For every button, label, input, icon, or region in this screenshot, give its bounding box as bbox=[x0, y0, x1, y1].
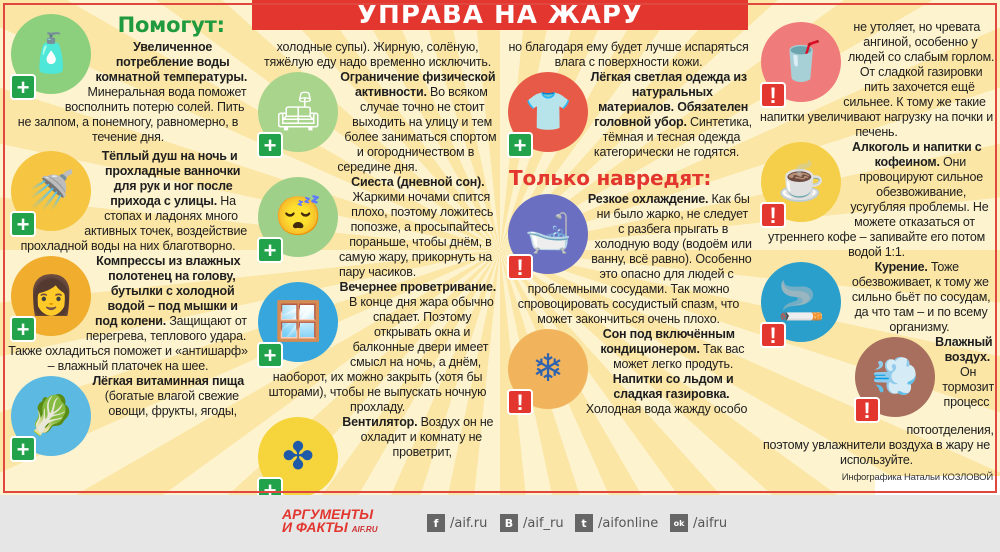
social-label: /aif.ru bbox=[450, 515, 488, 531]
item-title: Сон под включённым кондиционером. bbox=[600, 327, 735, 356]
social-link-odnoklassniki[interactable]: ok/aifru bbox=[670, 514, 727, 532]
item-body: На стопах и ладонях много активных точек… bbox=[20, 194, 248, 253]
item-body: Синтетика, тёмная и тесная одежда катего… bbox=[593, 115, 752, 159]
item-body: Во всяком случае точно не стоит выходить… bbox=[337, 85, 497, 174]
help-item-food-continued: холодные супы). Жирную, солёную, тяжёлую… bbox=[263, 40, 492, 69]
item-title: Лёгкая витаминная пища bbox=[92, 374, 245, 388]
harm-item-drinks-continued: не утоляет, но чревата ангиной, особенно… bbox=[760, 20, 995, 139]
page-title: УПРАВА НА ЖАРУ bbox=[252, 0, 748, 30]
column-2: холодные супы). Жирную, солёную, тяжёлую… bbox=[255, 40, 500, 495]
item-title: Лёгкая светлая одежда из натуральных мат… bbox=[590, 70, 749, 129]
author-credit: Инфографика Натальи КОЗЛОВОЙ bbox=[841, 472, 993, 483]
infographic: УПРАВА НА ЖАРУ 🧴 + Помогут: Увеличенное п… bbox=[0, 0, 1000, 495]
harm-item-humidity: Влажный воздух. Он тормозит процесс пото… bbox=[758, 335, 995, 468]
harm-item-drinks: Напитки со льдом и сладкая газировка. Хо… bbox=[505, 372, 752, 417]
footer: АРГУМЕНТЫ И ФАКТЫ AIF.RU f/aif.ru В/aif_… bbox=[0, 495, 1000, 552]
harm-item-smoking: Курение. Тоже обезвоживает, к тому же си… bbox=[758, 260, 995, 335]
item-title: Курение. bbox=[874, 260, 928, 274]
vk-icon: В bbox=[500, 514, 518, 532]
item-body: Жаркими ночами спится плохо, поэтому лож… bbox=[338, 190, 494, 279]
harm-item-ac: Сон под включённым кондиционером. Так ва… bbox=[505, 327, 752, 372]
item-body: Воздух он не охладит и комнату не провет… bbox=[360, 415, 494, 459]
fan-icon: ✤ + bbox=[255, 415, 345, 495]
twitter-icon: t bbox=[575, 514, 593, 532]
item-body: (богатые влагой свежие овощи, фрукты, яг… bbox=[104, 389, 239, 418]
item-title: Влажный воздух. bbox=[935, 335, 993, 364]
logo-site: AIF.RU bbox=[351, 525, 378, 534]
social-label: /aif_ru bbox=[523, 515, 564, 531]
help-item-food: Лёгкая витаминная пища (богатые влагой с… bbox=[8, 374, 248, 419]
help-item-siesta: Сиеста (дневной сон). Жаркими ночами спи… bbox=[255, 175, 500, 280]
water-bottle-icon: 🧴 + bbox=[8, 12, 98, 104]
help-item-clothing: Лёгкая светлая одежда из натуральных мат… bbox=[505, 70, 752, 160]
item-title: Алкоголь и напитки с кофеином. bbox=[852, 140, 982, 169]
humidifier-icon: 💨! bbox=[852, 335, 942, 427]
item-title: Сиеста (дневной сон). bbox=[351, 175, 485, 189]
sleep-mask-icon: 😴 + bbox=[255, 175, 345, 267]
item-body: Они провоцируют сильное обезвоживание, у… bbox=[768, 155, 989, 259]
light-clothing-icon: 👕 + bbox=[505, 70, 595, 162]
item-title: Напитки со льдом и сладкая газировка. bbox=[612, 372, 734, 401]
item-title: Резкое охлаждение. bbox=[587, 192, 709, 206]
item-body: Тоже обезвоживает, к тому же сильно бьёт… bbox=[851, 260, 991, 334]
logo-line-1: АРГУМЕНТЫ bbox=[282, 506, 374, 522]
harm-heading: Только навредят: bbox=[509, 166, 712, 190]
shower-icon: 🚿 + bbox=[8, 149, 98, 241]
item-title: Вечернее проветривание. bbox=[339, 280, 497, 294]
air-conditioner-icon: ❄! bbox=[505, 327, 595, 419]
help-heading: Помогут: bbox=[117, 13, 225, 37]
column-4: 🥤! не утоляет, но чревата ангиной, особе… bbox=[758, 20, 995, 484]
help-item-activity: Ограничение физической активности. Во вс… bbox=[255, 70, 500, 175]
item-body: Холодная вода жажду особо bbox=[585, 402, 748, 416]
social-link-twitter[interactable]: t/aifonline bbox=[575, 514, 658, 532]
logo-line-2: И ФАКТЫ bbox=[282, 519, 348, 535]
help-item-fan-continued: но благодаря ему будет лучше испаряться … bbox=[508, 40, 749, 69]
item-title: Компрессы из влажных полотенец на голову… bbox=[94, 254, 241, 328]
column-1: 🧴 + Помогут: Увеличенное потребление воды… bbox=[8, 12, 248, 468]
item-body: Как бы ни было жарко, не следует с разбе… bbox=[517, 192, 752, 326]
armchair-icon: 🛋 + bbox=[255, 70, 345, 162]
smoking-icon: 🚬! bbox=[758, 260, 848, 352]
window-icon: 🪟 + bbox=[255, 280, 345, 372]
item-title: Тёплый душ на ночь и прохладные ванночки… bbox=[101, 149, 241, 208]
harm-item-alcohol: Алкоголь и напитки с кофеином. Они прово… bbox=[758, 140, 995, 260]
help-item-water: Увеличенное потребление воды комнатной т… bbox=[8, 40, 248, 145]
help-item-ventilation: Вечернее проветривание. В конце дня жара… bbox=[255, 280, 500, 415]
blank-area bbox=[875, 476, 1000, 495]
aif-logo[interactable]: АРГУМЕНТЫ И ФАКТЫ AIF.RU bbox=[282, 506, 378, 536]
column-3: но благодаря ему будет лучше испаряться … bbox=[505, 40, 752, 421]
coffee-machine-icon: ☕! bbox=[758, 140, 848, 232]
item-title: Ограничение физической активности. bbox=[340, 70, 496, 99]
social-link-vk[interactable]: В/aif_ru bbox=[500, 514, 564, 532]
odnoklassniki-icon: ok bbox=[670, 514, 688, 532]
item-body: Защищают от перегрева, теплового удара. … bbox=[8, 314, 248, 373]
item-body: В конце дня жара обычно спадает. Поэтому… bbox=[268, 295, 494, 414]
woman-compress-icon: 👩 + bbox=[8, 254, 98, 346]
iced-drink-icon: 🥤! bbox=[758, 20, 848, 112]
help-item-fan: Вентилятор. Воздух он не охладит и комна… bbox=[255, 415, 500, 460]
cold-bath-icon: 🛁! bbox=[505, 192, 595, 284]
help-item-compress: Компрессы из влажных полотенец на голову… bbox=[8, 254, 248, 374]
item-body: Так вас может легко продуть. bbox=[613, 342, 745, 371]
item-body: Он тормозит процесс потоотделения, поэто… bbox=[762, 365, 994, 467]
item-title: Увеличенное потребление воды комнатной т… bbox=[95, 40, 248, 84]
harm-item-cooling: Резкое охлаждение. Как бы ни было жарко,… bbox=[505, 192, 752, 327]
social-label: /aifonline bbox=[598, 515, 659, 531]
vegetables-icon: 🥬 + bbox=[8, 374, 98, 466]
social-link-facebook[interactable]: f/aif.ru bbox=[427, 514, 487, 532]
social-label: /aifru bbox=[693, 515, 728, 531]
facebook-icon: f bbox=[427, 514, 445, 532]
item-title: Вентилятор. bbox=[342, 415, 418, 429]
item-body: Минеральная вода поможет восполнить поте… bbox=[17, 85, 247, 144]
help-item-shower: Тёплый душ на ночь и прохладные ванночки… bbox=[8, 149, 248, 254]
